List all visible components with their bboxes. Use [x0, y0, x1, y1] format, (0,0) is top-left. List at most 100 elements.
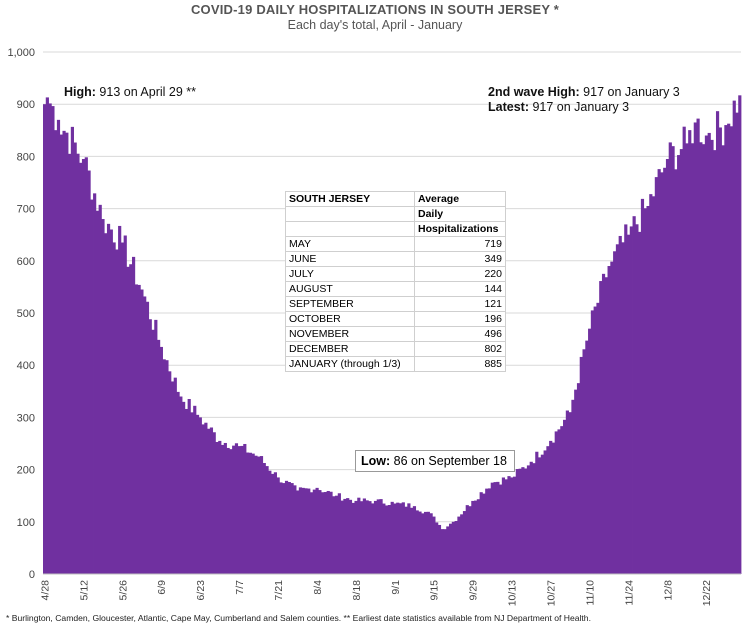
x-axis: 4/28 5/12 5/26 6/9 6/23 7/7 7/21 8/4 8/18 9/1 9/15…: [39, 573, 741, 606]
bar: [643, 208, 647, 575]
y-tick-label: 800: [17, 151, 35, 163]
bar: [532, 463, 536, 574]
x-tick-label: 6/23: [195, 580, 207, 601]
bar: [79, 162, 83, 575]
bar: [271, 473, 275, 574]
x-tick-label: 9/1: [390, 580, 402, 595]
second-wave-label: 2nd wave High:: [488, 85, 580, 99]
low-text: 86 on September 18: [390, 454, 507, 468]
bar: [501, 477, 506, 574]
bar: [148, 319, 152, 574]
bar: [215, 442, 219, 574]
table-value-cell: 802: [414, 341, 506, 357]
bar: [568, 412, 572, 574]
bar: [265, 466, 269, 574]
y-tick-label: 1,000: [7, 47, 35, 59]
bar: [176, 391, 180, 574]
bar: [81, 159, 86, 574]
bar: [365, 500, 369, 574]
y-tick-label: 0: [29, 569, 35, 581]
bar: [526, 465, 531, 574]
bar: [154, 319, 158, 574]
footnote: * Burlington, Camden, Gloucester, Atlant…: [6, 613, 591, 623]
bar: [657, 169, 661, 575]
bar: [162, 359, 166, 574]
bar: [187, 399, 191, 574]
bar: [574, 389, 578, 574]
bar: [474, 500, 478, 574]
table-header-daily: Daily: [414, 206, 506, 222]
bar: [346, 498, 350, 574]
bar: [490, 482, 494, 574]
bar: [618, 235, 622, 574]
x-tick-label: 5/12: [78, 580, 90, 601]
bar: [120, 242, 125, 574]
bar: [704, 135, 709, 574]
bar: [454, 520, 458, 574]
high-label: High:: [64, 85, 96, 99]
high-text: 913 on April 29 **: [95, 85, 197, 99]
bar: [126, 266, 130, 574]
bar: [93, 193, 97, 575]
bar: [468, 506, 472, 574]
bar: [576, 383, 581, 574]
bar: [209, 427, 214, 574]
table-row: OCTOBER 196: [285, 311, 506, 327]
bar: [571, 399, 575, 574]
bar: [588, 328, 592, 574]
x-tick-label: 11/10: [584, 580, 596, 606]
bar: [357, 497, 361, 574]
table-header-region: SOUTH JERSEY: [285, 191, 415, 207]
bar: [112, 242, 116, 575]
monthly-averages-table: SOUTH JERSEY Average Daily Hospitalizati…: [285, 191, 506, 372]
bar: [629, 226, 633, 575]
bar: [551, 442, 556, 574]
bar: [207, 428, 211, 574]
bar: [159, 346, 163, 574]
bar: [68, 153, 72, 574]
bar: [151, 329, 155, 574]
bar: [140, 289, 144, 574]
bar: [601, 273, 606, 574]
table-row: JANUARY (through 1/3) 885: [285, 356, 506, 372]
bar: [710, 139, 714, 574]
bar: [674, 169, 678, 574]
bar: [51, 106, 55, 574]
table-row: AUGUST 144: [285, 281, 506, 297]
bar: [462, 511, 467, 574]
second-wave-text: 917 on January 3: [579, 85, 680, 99]
bar: [368, 501, 372, 574]
bar: [690, 143, 695, 574]
bar: [563, 419, 567, 574]
bar: [435, 522, 439, 574]
bar: [443, 529, 447, 574]
bar: [90, 199, 94, 574]
bar: [212, 432, 216, 574]
bar: [170, 381, 175, 574]
bar: [393, 503, 397, 574]
bar: [145, 301, 150, 574]
second-wave-annotation: 2nd wave High: 917 on January 3: [488, 85, 680, 99]
bar: [624, 224, 628, 574]
bar: [721, 145, 725, 575]
x-tick-label: 9/29: [468, 580, 480, 601]
low-annotation: Low: 86 on September 18: [355, 450, 515, 472]
bar: [713, 150, 717, 574]
y-tick-label: 700: [17, 204, 35, 216]
bar: [487, 488, 492, 574]
x-tick-label: 6/9: [156, 580, 168, 595]
bar: [259, 456, 264, 574]
bar: [329, 491, 333, 574]
chart-subtitle: Each day's total, April - January: [287, 18, 463, 32]
bar: [615, 244, 620, 575]
table-month-cell: JULY: [285, 266, 415, 282]
bar: [654, 177, 658, 574]
table-value-cell: 121: [414, 296, 506, 312]
bar: [404, 506, 408, 574]
bar: [360, 501, 364, 574]
bar: [376, 499, 380, 574]
table-row: MAY 719: [285, 236, 506, 252]
bar: [646, 205, 650, 575]
bar: [549, 440, 553, 574]
